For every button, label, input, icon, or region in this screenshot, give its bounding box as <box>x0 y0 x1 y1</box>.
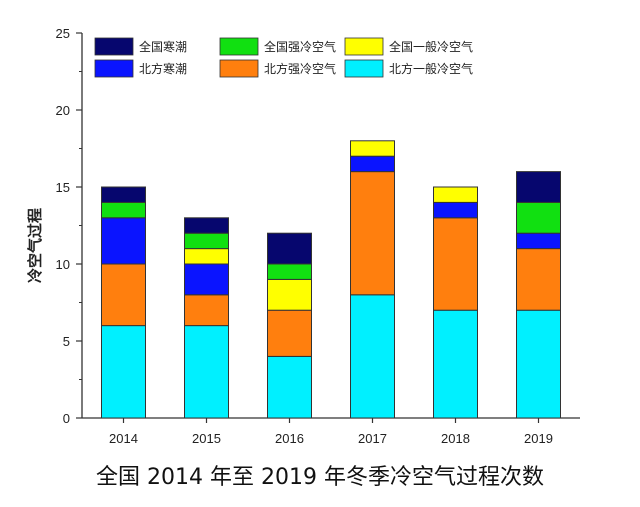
x-tick-label: 2019 <box>524 431 553 446</box>
bar-segment <box>516 201 561 234</box>
legend-label: 全国强冷空气 <box>264 39 336 54</box>
legend-swatch <box>219 59 259 78</box>
bar-segment <box>101 325 146 419</box>
y-axis-label: 冷空气过程 <box>26 208 44 283</box>
y-tick-label: 15 <box>56 180 70 195</box>
y-tick-label: 10 <box>56 257 70 272</box>
legend-swatch <box>219 37 259 56</box>
legend-swatch <box>94 37 134 56</box>
bar-segment <box>184 217 229 234</box>
x-tick-label: 2015 <box>192 431 221 446</box>
bar-segment <box>267 355 312 419</box>
x-tick-label: 2017 <box>358 431 387 446</box>
legend-swatch <box>344 59 384 78</box>
bar-segment <box>101 263 146 327</box>
bar-segment <box>184 294 229 327</box>
bar-segment <box>433 201 478 219</box>
figure-caption: 全国 2014 年至 2019 年冬季冷空气过程次数 <box>96 465 544 490</box>
y-tick-label: 5 <box>63 334 70 349</box>
bar-segment <box>516 232 561 250</box>
y-tick-label: 20 <box>56 103 70 118</box>
legend-label: 北方寒潮 <box>139 61 187 76</box>
bar-segment <box>101 186 146 203</box>
bar-segment <box>350 155 395 173</box>
x-tick-label: 2018 <box>441 431 470 446</box>
bar-segment <box>516 171 561 203</box>
bar-segment <box>267 278 312 311</box>
bar-segment <box>433 217 478 311</box>
bar-segment <box>184 232 229 250</box>
bar-segment <box>184 325 229 419</box>
bar-segment <box>433 309 478 419</box>
bar-segment <box>101 201 146 219</box>
bar-segment <box>433 186 478 203</box>
legend-swatch <box>94 59 134 78</box>
stacked-bar-chart: 0 5 10 15 20 25 冷空气过程 2014 2015 2016 2017 2018 2019 全… <box>26 26 580 446</box>
bar-segment <box>184 248 229 265</box>
y-tick-label: 25 <box>56 26 70 41</box>
legend-swatch <box>344 37 384 56</box>
y-tick-label: 0 <box>63 411 70 426</box>
bar-segment <box>267 263 312 280</box>
bar-segment <box>267 309 312 357</box>
legend-label: 全国一般冷空气 <box>389 39 473 54</box>
legend-label: 全国寒潮 <box>139 39 187 54</box>
bar-segment <box>350 294 395 419</box>
legend-label: 北方一般冷空气 <box>389 61 473 76</box>
bar-segment <box>350 171 395 296</box>
bar-segment <box>516 248 561 311</box>
chart-area: 0 5 10 15 20 25 冷空气过程 2014 2015 2016 2017 2018 2019 全… <box>26 26 580 446</box>
bar-segment <box>350 140 395 157</box>
x-tick-label: 2016 <box>275 431 304 446</box>
bar-segment <box>516 309 561 419</box>
bar-segment <box>184 263 229 296</box>
legend-label: 北方强冷空气 <box>264 61 336 76</box>
bar-segment <box>267 232 312 265</box>
x-tick-label: 2014 <box>109 431 138 446</box>
bar-segment <box>101 217 146 265</box>
